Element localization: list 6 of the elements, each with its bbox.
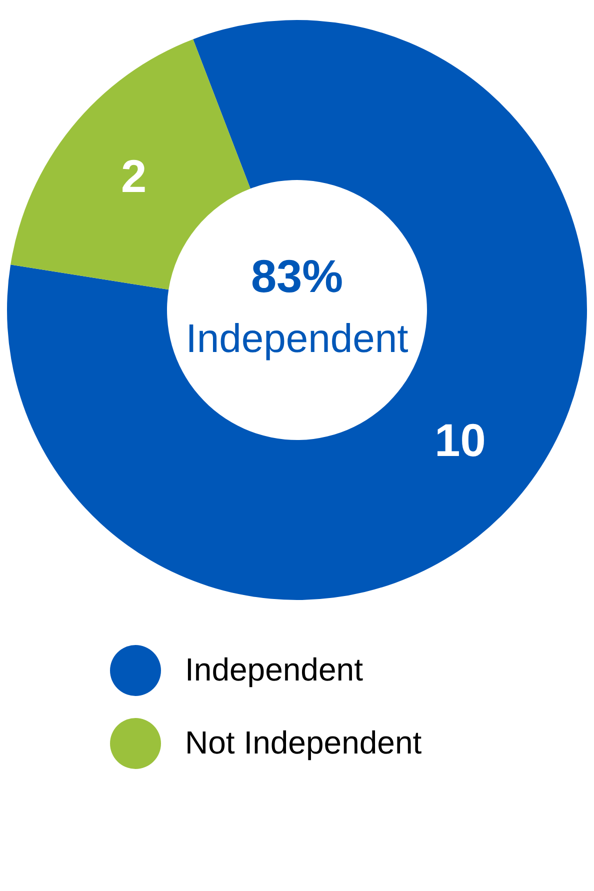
legend-label: Independent <box>185 652 364 688</box>
data-label: 2 <box>121 150 147 202</box>
legend-label: Not Independent <box>185 724 422 760</box>
data-label: 10 <box>434 414 486 466</box>
text: Independent <box>186 317 408 361</box>
text: 83% <box>250 250 344 302</box>
